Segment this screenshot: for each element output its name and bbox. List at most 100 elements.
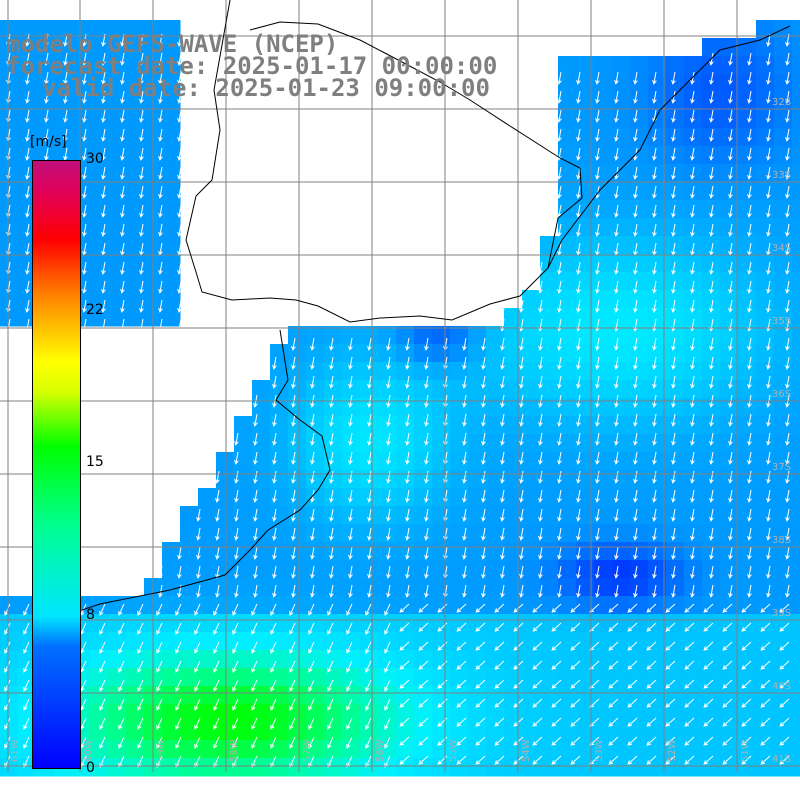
wind-arrow — [272, 584, 277, 598]
wind-cell — [414, 686, 433, 705]
wind-arrow — [365, 755, 372, 768]
wind-cell — [234, 578, 253, 597]
wind-arrow — [785, 52, 790, 66]
wind-arrow — [365, 698, 372, 711]
wind-cell — [396, 722, 415, 741]
wind-arrow — [308, 698, 315, 711]
wind-arrow — [665, 698, 676, 708]
wind-cell — [90, 218, 109, 237]
wind-cell — [324, 506, 343, 525]
wind-cell — [270, 344, 289, 363]
wind-cell — [594, 740, 613, 759]
wind-arrow — [690, 584, 695, 598]
wind-arrow — [614, 470, 619, 484]
wind-cell — [0, 650, 19, 669]
wind-arrow — [456, 698, 467, 708]
wind-cell — [162, 164, 181, 183]
wind-arrow — [747, 261, 752, 275]
wind-cell — [738, 110, 757, 129]
wind-cell — [648, 452, 667, 471]
longitude-label: 53W — [594, 739, 605, 762]
wind-cell — [18, 218, 37, 237]
wind-arrow — [25, 261, 30, 275]
wind-arrow — [652, 356, 657, 370]
wind-arrow — [576, 280, 581, 294]
wind-arrow — [156, 641, 163, 654]
wind-arrow — [327, 603, 334, 616]
wind-arrow — [137, 679, 144, 692]
wind-arrow — [576, 223, 581, 237]
wind-cell — [720, 632, 739, 651]
wind-arrow — [424, 432, 429, 446]
wind-arrow — [272, 356, 277, 370]
wind-arrow — [652, 280, 657, 294]
wind-arrow — [532, 641, 543, 651]
wind-arrow — [327, 679, 334, 692]
wind-arrow — [139, 109, 144, 123]
wind-cell — [792, 506, 800, 525]
wind-arrow — [120, 52, 125, 66]
wind-cell — [738, 434, 757, 453]
wind-arrow — [194, 641, 201, 654]
wind-arrow — [456, 641, 467, 651]
wind-cell — [234, 524, 253, 543]
wind-cell — [738, 254, 757, 273]
wind-arrow — [519, 375, 524, 389]
wind-cell — [90, 722, 109, 741]
wind-arrow — [633, 451, 638, 465]
wind-arrow — [158, 565, 163, 579]
wind-cell — [756, 398, 775, 417]
wind-cell — [720, 146, 739, 165]
wind-arrow — [475, 660, 486, 670]
wind-cell — [108, 740, 127, 759]
wind-arrow — [747, 280, 752, 294]
wind-cell — [450, 380, 469, 399]
wind-arrow — [690, 185, 695, 199]
wind-arrow — [671, 71, 676, 85]
wind-cell — [612, 524, 631, 543]
wind-arrow — [614, 128, 619, 142]
wind-cell — [270, 470, 289, 489]
wind-cell — [486, 668, 505, 687]
wind-cell — [684, 110, 703, 129]
wind-cell — [756, 596, 775, 615]
wind-cell — [774, 344, 793, 363]
wind-cell — [324, 416, 343, 435]
wind-arrow — [158, 71, 163, 85]
wind-arrow — [63, 147, 68, 161]
wind-arrow — [101, 223, 106, 237]
wind-cell — [558, 578, 577, 597]
wind-cell — [522, 506, 541, 525]
wind-cell — [558, 344, 577, 363]
wind-cell — [270, 632, 289, 651]
wind-arrow — [709, 546, 714, 560]
wind-arrow — [614, 489, 619, 503]
wind-cell — [738, 452, 757, 471]
wind-arrow — [456, 679, 467, 689]
wind-cell — [252, 434, 271, 453]
wind-cell — [666, 596, 685, 615]
wind-arrow — [82, 299, 87, 313]
wind-arrow — [741, 603, 752, 613]
wind-arrow — [177, 280, 182, 294]
wind-cell — [216, 740, 235, 759]
wind-arrow — [175, 622, 182, 635]
wind-cell — [594, 110, 613, 129]
wind-cell — [540, 272, 559, 291]
wind-cell — [648, 560, 667, 579]
wind-arrow — [494, 641, 505, 651]
wind-cell — [396, 614, 415, 633]
wind-cell — [792, 326, 800, 345]
wind-arrow — [627, 717, 638, 727]
wind-cell — [414, 344, 433, 363]
wind-cell — [432, 758, 451, 777]
wind-cell — [630, 704, 649, 723]
wind-arrow — [633, 90, 638, 104]
wind-cell — [36, 38, 55, 57]
wind-arrow — [709, 204, 714, 218]
wind-arrow — [437, 603, 448, 613]
coastline — [185, 0, 583, 323]
colorbar-tick: 15 — [86, 454, 104, 470]
wind-arrow — [709, 375, 714, 389]
wind-cell — [774, 632, 793, 651]
